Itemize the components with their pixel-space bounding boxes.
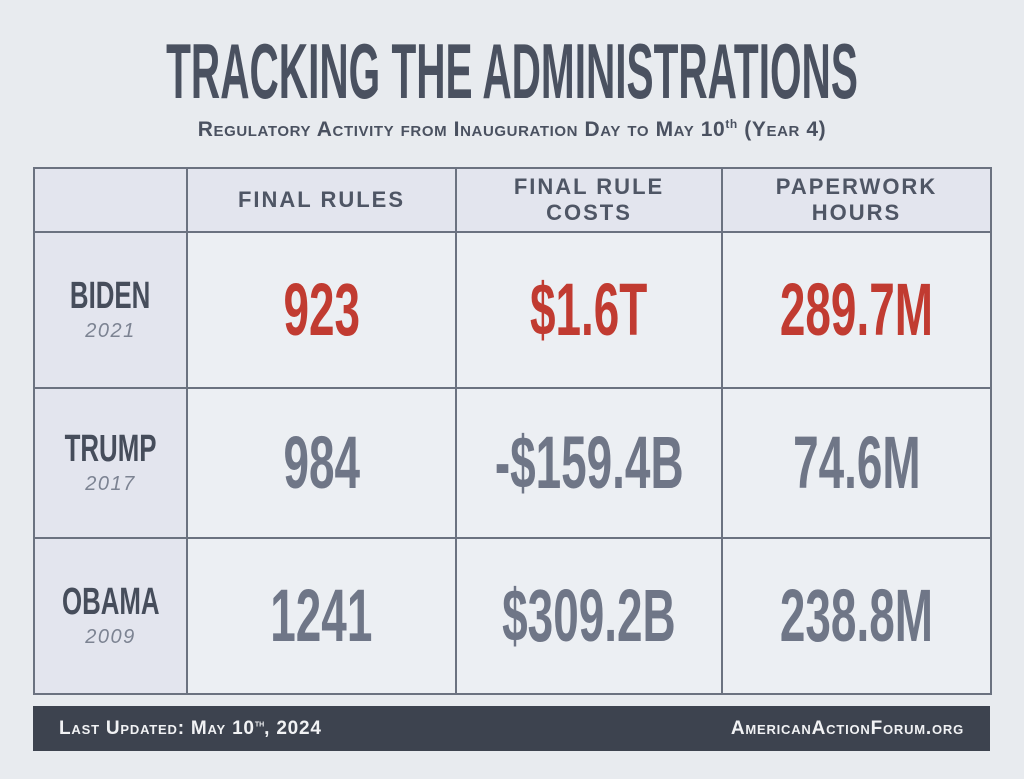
- admin-row-obama: OBAMA 2009 1241 $309.2B 238.8M: [33, 537, 992, 695]
- footer-bar: Last Updated: May 10th, 2024 AmericanAct…: [33, 706, 990, 751]
- paperwork-hours-value: 238.8M: [779, 574, 934, 657]
- column-header-final-rules: FINAL RULES: [186, 167, 457, 233]
- admin-year: 2017: [85, 472, 136, 495]
- final-rules-cell: 1241: [186, 537, 457, 695]
- column-header-label: FINAL RULE COSTS: [513, 174, 665, 225]
- final-rules-value: 984: [283, 421, 360, 504]
- admin-name-cell: BIDEN 2021: [33, 231, 188, 389]
- corner-cell: [33, 167, 188, 233]
- admin-name: OBAMA: [61, 581, 160, 624]
- column-header-paperwork-hours: PAPERWORK HOURS: [721, 167, 992, 233]
- paperwork-hours-value: 289.7M: [779, 268, 934, 351]
- website-text: AmericanActionForum.org: [730, 717, 964, 739]
- header-row: FINAL RULES FINAL RULE COSTS PAPERWORK H…: [33, 167, 992, 233]
- subtitle-text: Regulatory Activity from Inauguration Da…: [197, 118, 726, 141]
- final-rule-costs-cell: $309.2B: [455, 537, 723, 695]
- final-rule-costs-value: -$159.4B: [494, 421, 684, 504]
- final-rule-costs-cell: $1.6T: [455, 231, 723, 389]
- last-updated-text: Last Updated: May 10th, 2024: [59, 718, 322, 740]
- admin-row-trump: TRUMP 2017 984 -$159.4B 74.6M: [33, 387, 992, 539]
- last-updated-ordinal: th: [254, 718, 265, 730]
- paperwork-hours-cell: 74.6M: [721, 387, 992, 539]
- final-rules-value: 923: [283, 268, 360, 351]
- subtitle-suffix: (Year 4): [737, 118, 827, 141]
- admin-row-biden: BIDEN 2021 923 $1.6T 289.7M: [33, 231, 992, 389]
- admin-year: 2021: [85, 319, 136, 342]
- column-header-final-rule-costs: FINAL RULE COSTS: [455, 167, 723, 233]
- final-rules-cell: 923: [186, 231, 457, 389]
- column-header-label: PAPERWORK HOURS: [775, 174, 938, 225]
- final-rule-costs-value: $309.2B: [502, 574, 676, 657]
- column-header-label: FINAL RULES: [237, 187, 406, 212]
- final-rule-costs-value: $1.6T: [530, 268, 648, 351]
- paperwork-hours-cell: 289.7M: [721, 231, 992, 389]
- admin-name: BIDEN: [70, 275, 151, 318]
- last-updated-label: Last Updated: May 10: [59, 717, 255, 739]
- page-subtitle: Regulatory Activity from Inauguration Da…: [0, 110, 1024, 144]
- administrations-table: FINAL RULES FINAL RULE COSTS PAPERWORK H…: [33, 167, 992, 695]
- paperwork-hours-value: 74.6M: [792, 421, 921, 504]
- admin-name: TRUMP: [64, 428, 157, 471]
- admin-year: 2009: [85, 625, 136, 648]
- admin-name-cell: OBAMA 2009: [33, 537, 188, 695]
- page-title: TRACKING THE ADMINISTRATIONS: [166, 27, 858, 115]
- final-rule-costs-cell: -$159.4B: [455, 387, 723, 539]
- final-rules-cell: 984: [186, 387, 457, 539]
- admin-name-cell: TRUMP 2017: [33, 387, 188, 539]
- last-updated-year: , 2024: [264, 717, 322, 739]
- paperwork-hours-cell: 238.8M: [721, 537, 992, 695]
- subtitle-ordinal: th: [725, 117, 738, 131]
- final-rules-value: 1241: [270, 574, 373, 657]
